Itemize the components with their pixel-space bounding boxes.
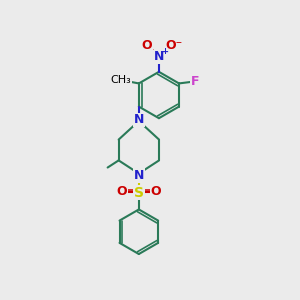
Text: N: N <box>134 113 144 127</box>
Text: O: O <box>142 39 152 52</box>
Text: F: F <box>191 75 199 88</box>
Text: N: N <box>154 50 164 64</box>
Text: CH₃: CH₃ <box>110 76 131 85</box>
Text: O⁻: O⁻ <box>165 39 182 52</box>
Text: N: N <box>134 169 144 182</box>
Text: S: S <box>134 185 144 200</box>
Text: O: O <box>116 185 127 198</box>
Text: O: O <box>151 185 161 198</box>
Text: +: + <box>161 47 168 56</box>
